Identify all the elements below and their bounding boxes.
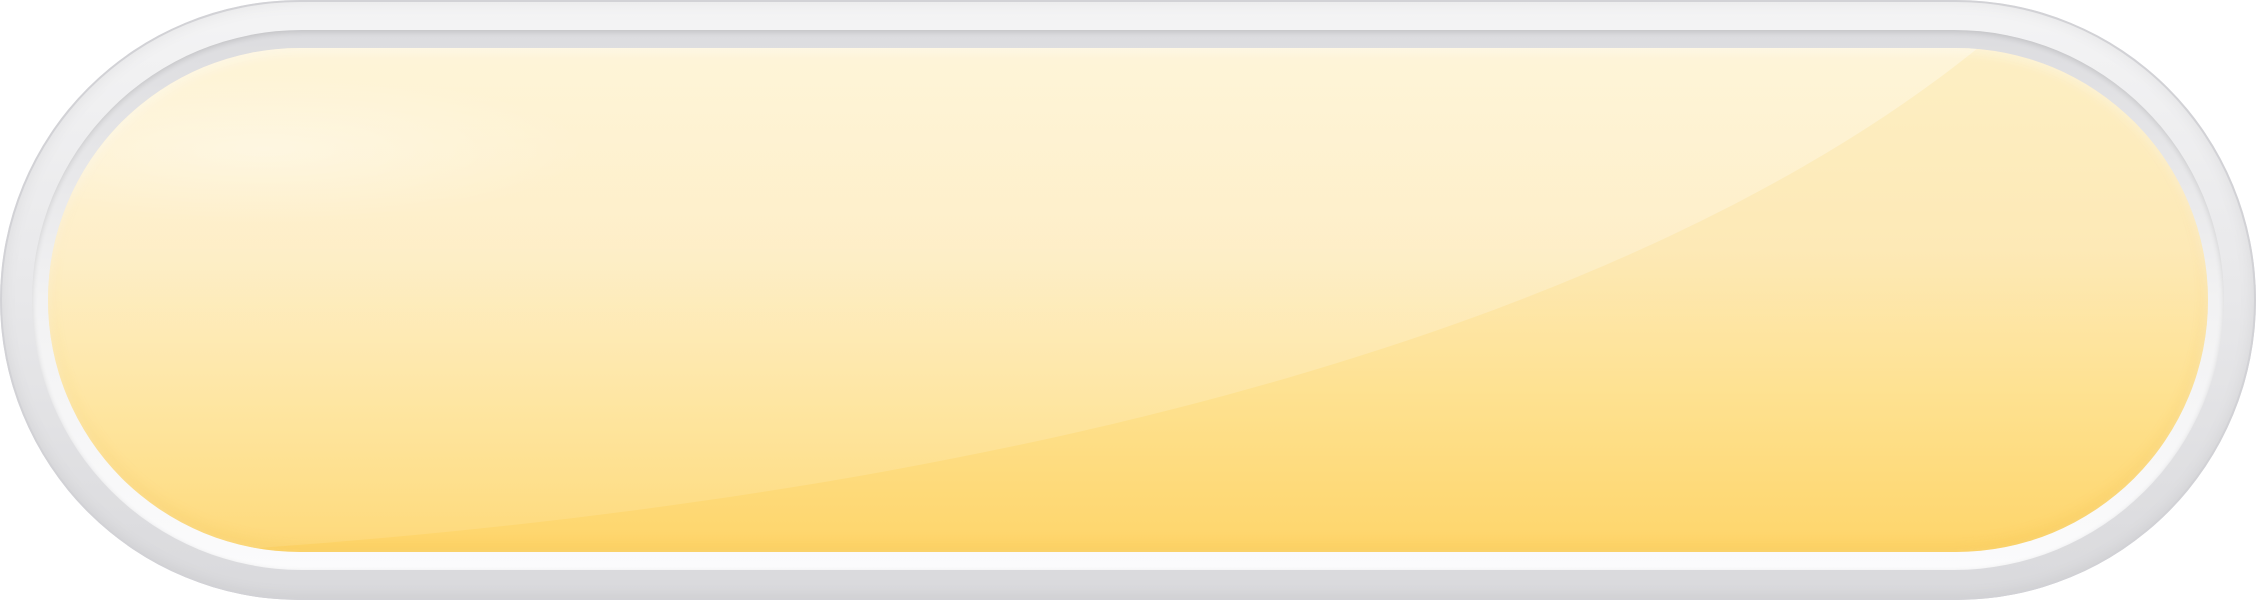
button-face[interactable] [48, 48, 2208, 552]
gloss-highlight [48, 48, 2208, 552]
